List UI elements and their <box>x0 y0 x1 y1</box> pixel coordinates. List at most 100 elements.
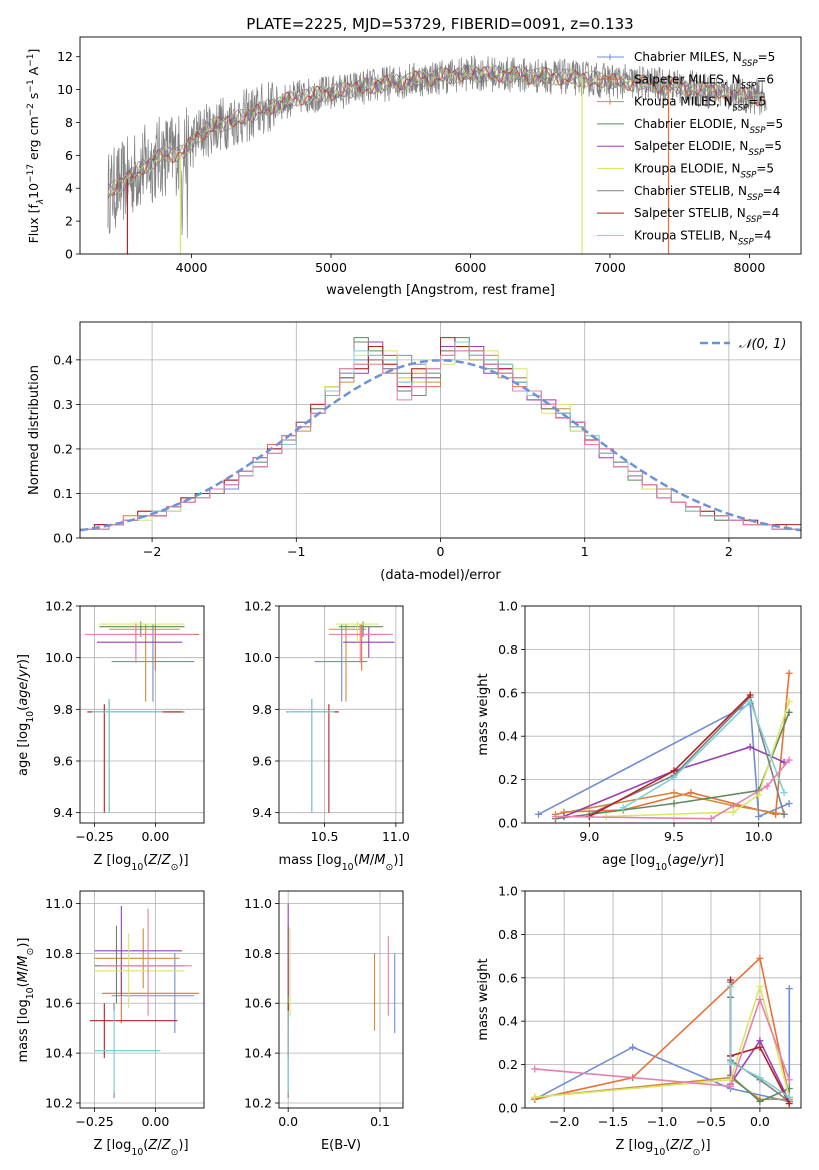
weight-point <box>785 1076 793 1084</box>
weight-point <box>756 996 764 1003</box>
panel-weight-vs-Z: −2.0 −1.5 −1.0 −0.5 0.0 0.0 0.2 0.4 0.6 0.8 1.0 mas… <box>476 884 802 1158</box>
plot-area <box>107 55 767 254</box>
weight-line <box>534 997 791 1088</box>
weight-point <box>670 767 678 775</box>
y-tick-label: 0.2 <box>498 772 518 787</box>
panel-mass-vs-EBV: 0.0 0.1 10.2 10.4 10.6 10.8 11.0 E(B-V) <box>244 890 404 1153</box>
legend-label: Kroupa ELODIE, NSSP=5 <box>634 162 774 181</box>
y-tick-label: 8 <box>65 115 73 130</box>
model-spectrum-line <box>107 64 764 193</box>
y-tick-label: 0.0 <box>498 816 518 831</box>
weight-point <box>772 810 780 818</box>
weight-point <box>755 812 763 820</box>
axes-frame <box>79 321 802 539</box>
y-tick-label: 0.8 <box>498 642 518 657</box>
weight-line <box>538 702 790 818</box>
weight-line <box>622 700 785 809</box>
x-tick-label: 8000 <box>733 260 765 275</box>
y-tick-label: 1.0 <box>498 599 518 614</box>
x-tick-label: 0 <box>437 544 445 559</box>
weight-point <box>756 1074 764 1082</box>
panel-weight-vs-age: 9.0 9.5 10.0 0.0 0.2 0.4 0.6 0.8 1.0 mass weight a… <box>476 599 802 873</box>
weight-point <box>727 982 735 990</box>
legend-label: Kroupa STELIB, NSSP=4 <box>634 228 771 247</box>
weight-point <box>785 669 793 677</box>
y-tick-label: 0.4 <box>498 729 518 744</box>
weight-point <box>629 1043 637 1051</box>
x-tick-label: 7000 <box>594 260 626 275</box>
plot-area <box>531 954 793 1108</box>
histogram-step <box>80 350 801 530</box>
y-tick-label: 0.2 <box>53 441 73 456</box>
y-tick-label: 1.0 <box>498 884 518 899</box>
y-tick-label: 11.0 <box>45 896 73 911</box>
plot-area <box>89 905 200 1099</box>
weight-point <box>755 791 763 799</box>
y-tick-label: 9.4 <box>252 805 272 820</box>
x-tick-label: 4000 <box>176 260 208 275</box>
weight-point <box>535 810 543 818</box>
x-tick-label: −2 <box>143 544 161 559</box>
x-tick-label: −0.25 <box>75 829 113 844</box>
y-tick-label: 9.6 <box>53 754 73 769</box>
x-axis-label: Z [log10(Z/Z⊙)] <box>93 853 188 873</box>
y-tick-label: 9.8 <box>252 702 272 717</box>
y-tick-label: 11.0 <box>244 896 272 911</box>
y-axis-label: age [log10(age/yr)] <box>16 654 36 776</box>
weight-line <box>729 986 790 1098</box>
weight-point <box>756 1097 764 1105</box>
legend-label: Chabrier MILES, NSSP=5 <box>634 50 775 69</box>
legend-label: Salpeter ELODIE, NSSP=5 <box>634 139 782 158</box>
x-tick-label: −1 <box>287 544 305 559</box>
x-axis-label: (data-model)/error <box>380 568 501 583</box>
weight-point <box>785 756 793 764</box>
x-tick-label: 9.5 <box>664 829 684 844</box>
weight-point <box>785 1093 793 1101</box>
legend-label: Chabrier ELODIE, NSSP=5 <box>634 117 783 136</box>
x-tick-label: 11.0 <box>382 829 410 844</box>
legend-gauss-label: 𝒩(0, 1) <box>739 337 786 352</box>
axes-frame <box>79 605 205 824</box>
x-tick-label: 2 <box>725 544 733 559</box>
weight-point <box>670 773 678 781</box>
panel-age-vs-mass: 10.5 11.0 9.4 9.6 9.8 10.0 10.2 mass [log10(M/M… <box>244 599 410 873</box>
plot-area <box>286 621 395 813</box>
x-axis-label: E(B-V) <box>321 1138 361 1153</box>
x-tick-label: 6000 <box>455 260 487 275</box>
y-tick-label: 0 <box>65 247 73 262</box>
x-tick-label: −0.25 <box>75 1114 113 1129</box>
y-tick-label: 0.6 <box>498 685 518 700</box>
y-axis-label: Normed distribution <box>27 365 42 495</box>
x-tick-label: −2.0 <box>549 1114 579 1129</box>
y-tick-label: 10.4 <box>45 1046 73 1061</box>
legend-spectrum: Chabrier MILES, NSSP=5 Salpeter MILES, NS… <box>597 50 783 247</box>
panel-age-vs-Z: −0.25 0.00 9.4 9.6 9.8 10.0 10.2 Z [log10(Z/Z⊙)… <box>16 599 205 873</box>
legend-label: Chabrier STELIB, NSSP=4 <box>634 184 781 203</box>
y-tick-label: 9.6 <box>252 754 272 769</box>
weight-point <box>687 789 695 797</box>
x-axis-label: Z [log10(Z/Z⊙)] <box>93 1138 188 1158</box>
y-tick-label: 10.8 <box>244 946 272 961</box>
plot-area <box>84 621 200 813</box>
weight-point <box>619 804 627 812</box>
x-tick-label: 0.00 <box>141 829 169 844</box>
model-spectrum-line <box>107 65 764 200</box>
weight-line <box>588 695 785 816</box>
weight-point <box>531 1065 539 1073</box>
x-tick-label: 5000 <box>315 260 347 275</box>
weight-point <box>707 815 715 823</box>
axes-frame <box>278 605 404 824</box>
y-tick-label: 6 <box>65 148 73 163</box>
weight-point <box>551 812 559 820</box>
weight-point <box>785 708 793 716</box>
weight-point <box>756 1043 764 1051</box>
weight-point <box>746 691 754 699</box>
y-tick-label: 0.8 <box>498 927 518 942</box>
weight-point <box>727 976 735 984</box>
panels: 4000 5000 6000 7000 8000024681012wavelength … <box>16 36 802 1158</box>
weight-point <box>756 982 764 990</box>
y-tick-label: 0.0 <box>498 1101 518 1116</box>
y-tick-label: 9.8 <box>53 702 73 717</box>
y-tick-label: 4 <box>65 181 73 196</box>
